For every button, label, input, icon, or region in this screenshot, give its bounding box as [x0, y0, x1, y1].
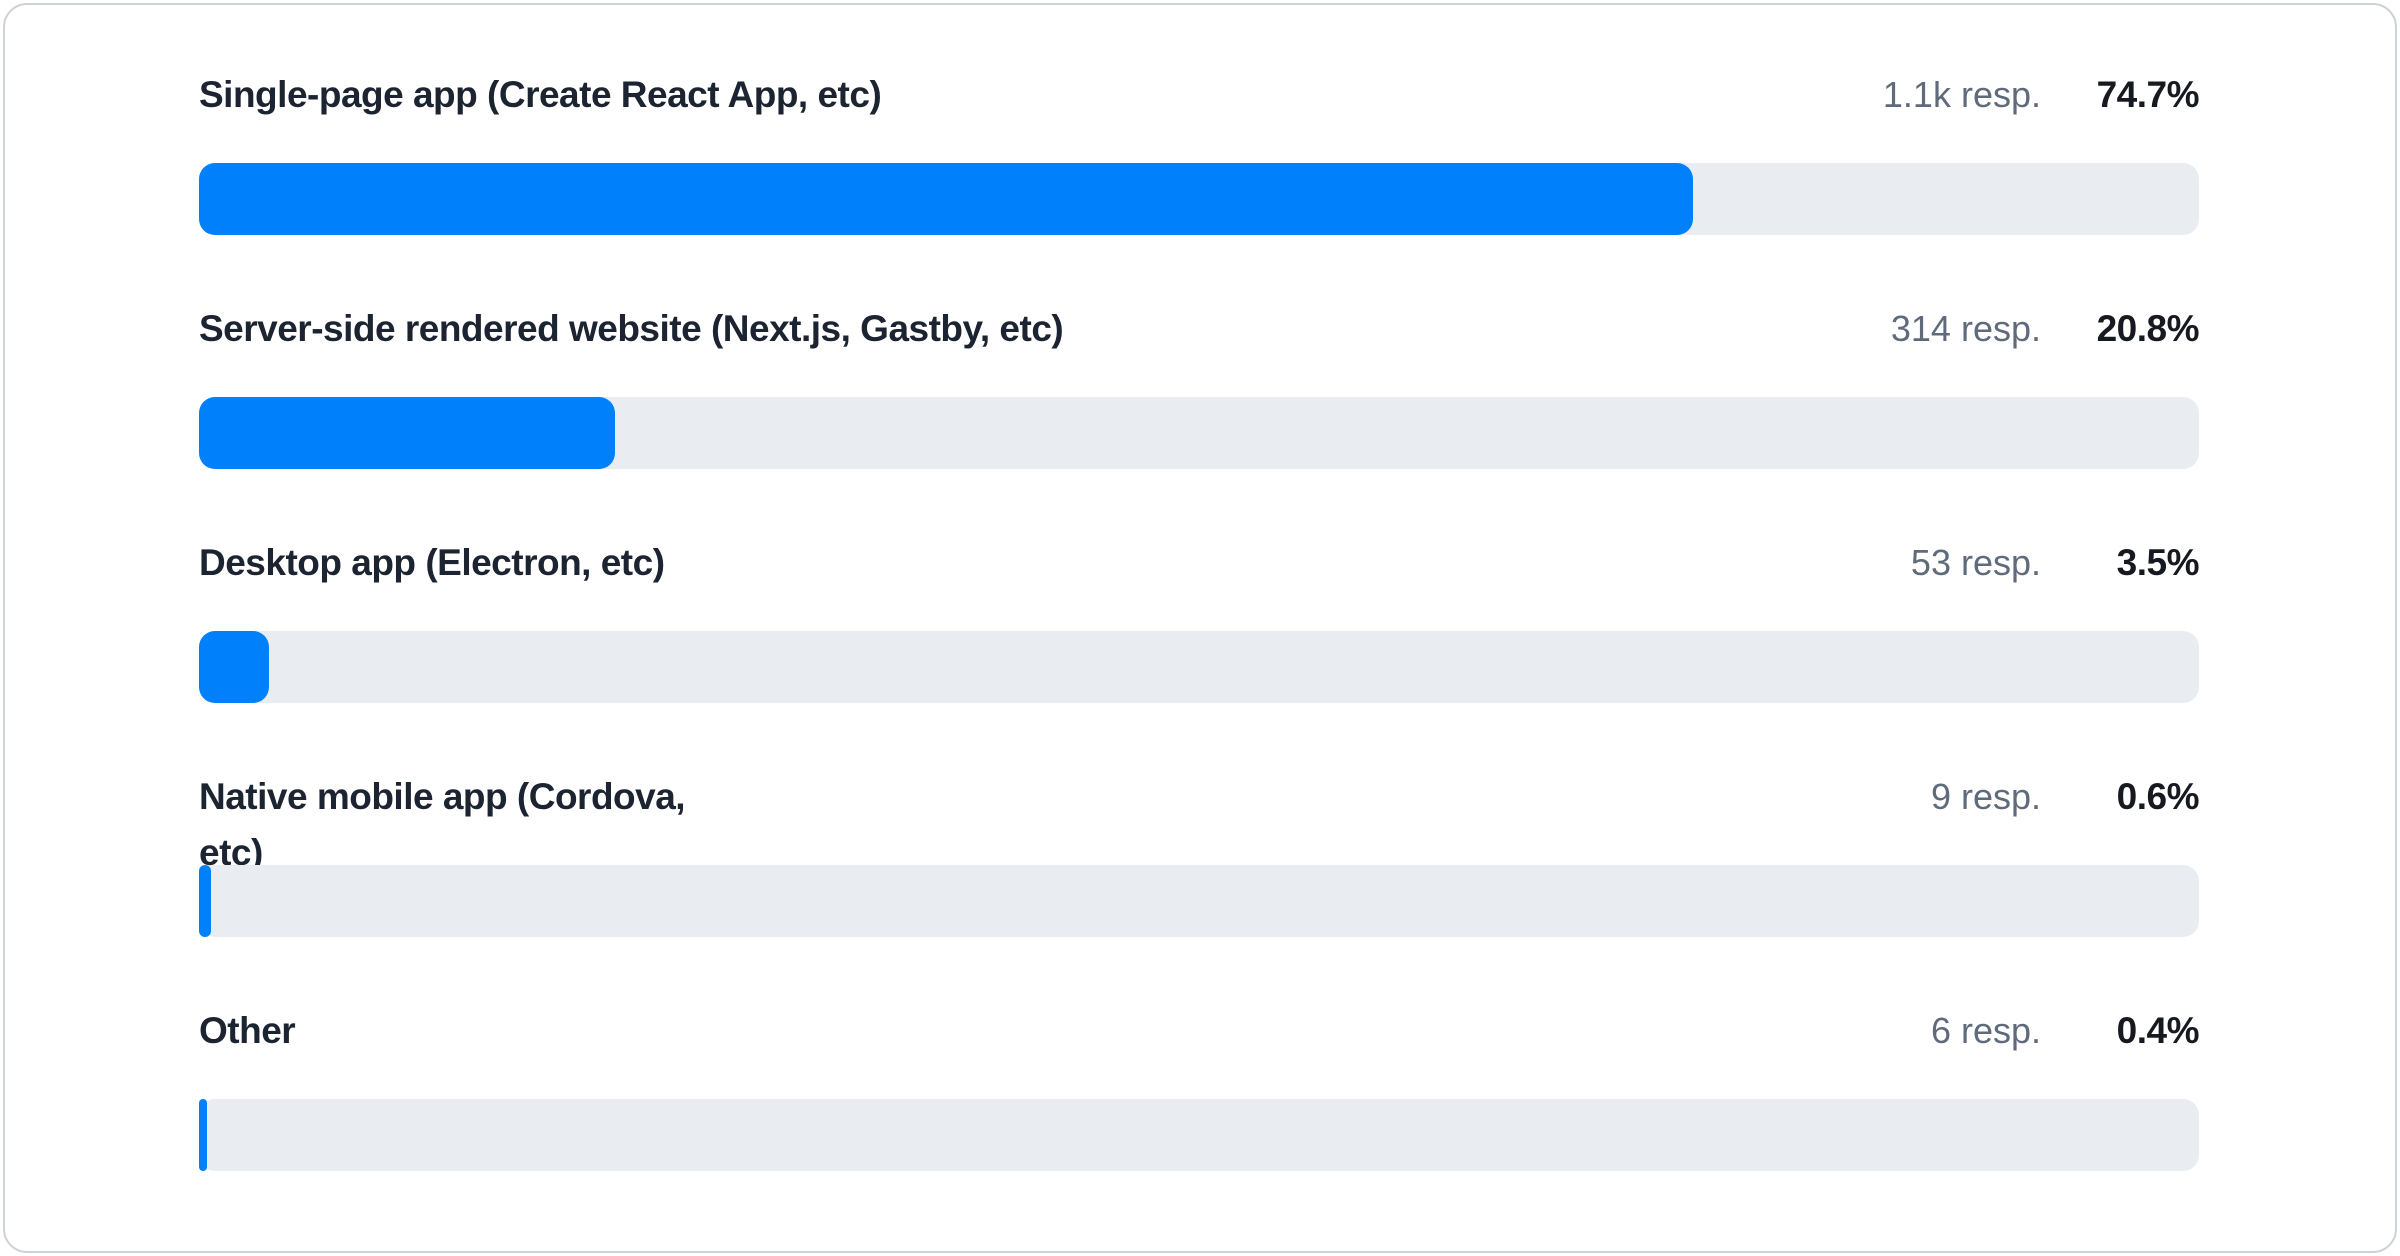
bar-fill — [199, 397, 615, 469]
answer-label: Single-page app (Create React App, etc) — [199, 74, 882, 115]
answer-row: Single-page app (Create React App, etc) … — [199, 67, 2200, 235]
response-count: 1.1k resp. — [1882, 74, 2041, 115]
bar-fill — [199, 163, 1693, 235]
response-count: 6 resp. — [1930, 1010, 2041, 1051]
answer-row-header: Other 6 resp. 0.4% — [199, 1003, 2200, 1059]
bar-fill — [199, 865, 211, 937]
answer-label: Other — [199, 1010, 296, 1051]
answer-row: Server-side rendered website (Next.js, G… — [199, 301, 2200, 469]
bar-track — [199, 163, 2199, 235]
percent-value: 3.5% — [2116, 542, 2200, 583]
response-count: 9 resp. — [1930, 776, 2041, 817]
answer-row-header: Single-page app (Create React App, etc) … — [199, 67, 2200, 123]
answer-row-header: Server-side rendered website (Next.js, G… — [199, 301, 2200, 357]
bar-track — [199, 397, 2199, 469]
bar-track — [199, 865, 2199, 937]
survey-results-card: Single-page app (Create React App, etc) … — [3, 3, 2397, 1253]
bar-fill — [199, 1099, 207, 1171]
percent-value: 74.7% — [2096, 74, 2200, 115]
answer-row-header: Native mobile app (Cordova, etc) 9 resp.… — [199, 769, 2200, 873]
answer-label: Server-side rendered website (Next.js, G… — [199, 308, 1064, 349]
bar-track — [199, 631, 2199, 703]
percent-value: 20.8% — [2096, 308, 2200, 349]
answer-row: Native mobile app (Cordova, etc) 9 resp.… — [199, 769, 2200, 937]
percent-value: 0.4% — [2116, 1010, 2200, 1051]
bar-fill — [199, 631, 269, 703]
answer-row: Desktop app (Electron, etc) 53 resp. 3.5… — [199, 535, 2200, 703]
response-count: 314 resp. — [1890, 308, 2041, 349]
percent-value: 0.6% — [2116, 776, 2200, 817]
response-count: 53 resp. — [1910, 542, 2041, 583]
answer-row-header: Desktop app (Electron, etc) 53 resp. 3.5… — [199, 535, 2200, 591]
answer-row: Other 6 resp. 0.4% — [199, 1003, 2200, 1171]
answer-label: Desktop app (Electron, etc) — [199, 542, 665, 583]
bar-track — [199, 1099, 2199, 1171]
